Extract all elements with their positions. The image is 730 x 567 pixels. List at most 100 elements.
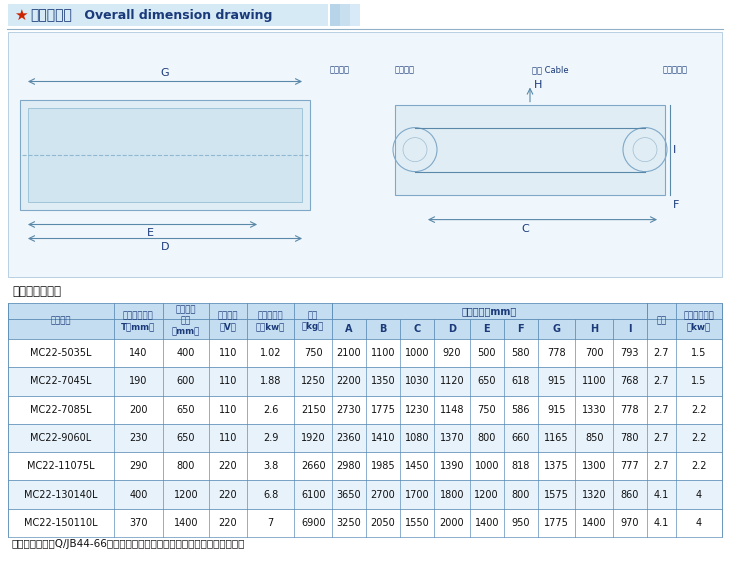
Text: Overall dimension drawing: Overall dimension drawing [80, 9, 272, 22]
Text: 6100: 6100 [301, 489, 326, 500]
Text: 4.1: 4.1 [653, 489, 669, 500]
Text: I: I [629, 324, 631, 334]
Text: 660: 660 [512, 433, 530, 443]
Text: 400: 400 [177, 348, 195, 358]
Text: 额定电压
（V）: 额定电压 （V） [218, 311, 238, 331]
Text: 1148: 1148 [439, 405, 464, 414]
Text: 915: 915 [548, 376, 566, 387]
Text: 卸铁皮带: 卸铁皮带 [395, 66, 415, 75]
Text: 电缆 Cable: 电缆 Cable [531, 66, 569, 75]
Text: 1575: 1575 [544, 489, 569, 500]
Text: 1410: 1410 [371, 433, 396, 443]
Text: 793: 793 [620, 348, 639, 358]
Text: 818: 818 [512, 462, 530, 471]
Text: 1200: 1200 [474, 489, 499, 500]
Text: 3.8: 3.8 [263, 462, 278, 471]
Text: 1.02: 1.02 [260, 348, 281, 358]
Text: 1375: 1375 [545, 462, 569, 471]
Text: 586: 586 [512, 405, 530, 414]
Text: B: B [380, 324, 387, 334]
Text: 618: 618 [512, 376, 530, 387]
Text: 7: 7 [267, 518, 274, 528]
Text: H: H [590, 324, 598, 334]
Text: 1800: 1800 [439, 489, 464, 500]
Text: 778: 778 [548, 348, 566, 358]
Text: 800: 800 [477, 433, 496, 443]
Text: 1700: 1700 [405, 489, 429, 500]
Text: ★: ★ [14, 7, 28, 23]
Text: 110: 110 [219, 348, 237, 358]
Text: 电磁除铁器: 电磁除铁器 [663, 66, 688, 75]
Bar [28, 108, 302, 201]
Text: I: I [673, 145, 676, 155]
Text: 800: 800 [177, 462, 195, 471]
Text: MC22-5035L: MC22-5035L [30, 348, 91, 358]
Text: 1450: 1450 [405, 462, 429, 471]
Text: 2.7: 2.7 [653, 433, 669, 443]
Text: 1100: 1100 [371, 348, 396, 358]
Bar [330, 4, 340, 26]
Text: 1330: 1330 [582, 405, 607, 414]
Bar [8, 424, 722, 452]
Text: 400: 400 [129, 489, 147, 500]
Text: 2980: 2980 [337, 462, 361, 471]
Text: 500: 500 [477, 348, 496, 358]
Text: 1400: 1400 [474, 518, 499, 528]
Text: 750: 750 [304, 348, 323, 358]
Text: D: D [448, 324, 456, 334]
Text: 输送皮带
宽度
（mm）: 输送皮带 宽度 （mm） [172, 306, 200, 337]
Text: 950: 950 [512, 518, 530, 528]
Text: 2150: 2150 [301, 405, 326, 414]
Bar [8, 480, 722, 509]
Text: MC22-150110L: MC22-150110L [24, 518, 98, 528]
Text: 2000: 2000 [439, 518, 464, 528]
Text: 2.2: 2.2 [691, 462, 707, 471]
Text: 1370: 1370 [439, 433, 464, 443]
Text: MC22-7085L: MC22-7085L [30, 405, 91, 414]
Text: 1165: 1165 [545, 433, 569, 443]
Text: 110: 110 [219, 433, 237, 443]
Text: 自重
（kg）: 自重 （kg） [302, 311, 324, 331]
Bar [8, 339, 722, 367]
Text: 1300: 1300 [582, 462, 607, 471]
Text: 850: 850 [585, 433, 604, 443]
Bar [8, 396, 722, 424]
Text: 1230: 1230 [405, 405, 429, 414]
Text: 778: 778 [620, 405, 639, 414]
Text: 1350: 1350 [371, 376, 396, 387]
Text: F: F [518, 324, 524, 334]
Text: 1.5: 1.5 [691, 348, 707, 358]
Text: 1.88: 1.88 [260, 376, 281, 387]
Bar [8, 32, 722, 277]
Text: 2.2: 2.2 [691, 405, 707, 414]
Text: 1400: 1400 [174, 518, 199, 528]
Text: 220: 220 [218, 489, 237, 500]
Text: 2.2: 2.2 [691, 433, 707, 443]
Text: C: C [413, 324, 420, 334]
Text: 140: 140 [129, 348, 147, 358]
Text: 2100: 2100 [337, 348, 361, 358]
Text: 1000: 1000 [405, 348, 429, 358]
Text: 4.1: 4.1 [653, 518, 669, 528]
Text: 4: 4 [696, 518, 702, 528]
Text: 650: 650 [177, 433, 195, 443]
Text: 主要技术参数：: 主要技术参数： [12, 285, 61, 298]
Text: 768: 768 [620, 376, 639, 387]
Text: 6.8: 6.8 [263, 489, 278, 500]
Bar [8, 452, 722, 480]
Text: 2.7: 2.7 [653, 405, 669, 414]
Text: 1775: 1775 [371, 405, 396, 414]
Text: 1030: 1030 [405, 376, 429, 387]
Text: 2.6: 2.6 [263, 405, 278, 414]
Text: A: A [345, 324, 353, 334]
Bar [8, 303, 722, 319]
Text: 6900: 6900 [301, 518, 326, 528]
Text: 780: 780 [620, 433, 639, 443]
Text: 2660: 2660 [301, 462, 326, 471]
Text: 220: 220 [218, 518, 237, 528]
Bar [350, 4, 360, 26]
Text: 2.9: 2.9 [263, 433, 278, 443]
Text: 1120: 1120 [439, 376, 464, 387]
Text: MC22-9060L: MC22-9060L [30, 433, 91, 443]
Text: 1775: 1775 [544, 518, 569, 528]
